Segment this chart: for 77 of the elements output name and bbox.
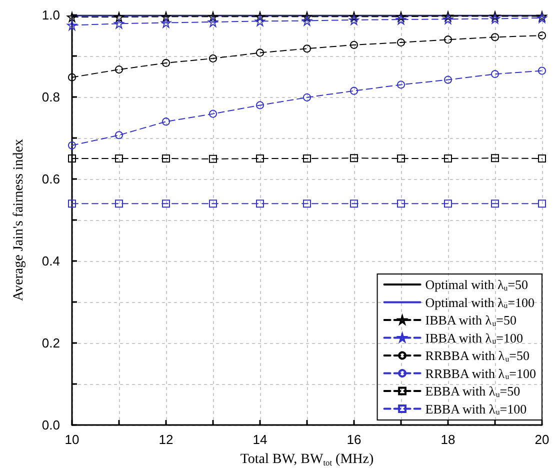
point	[256, 154, 264, 162]
point	[115, 154, 123, 162]
point	[255, 16, 265, 26]
point	[444, 76, 452, 84]
point	[256, 48, 264, 57]
point	[444, 154, 452, 162]
point	[162, 58, 170, 67]
point	[114, 12, 124, 22]
y-tick-label: 1.0	[42, 8, 60, 22]
point	[538, 66, 546, 75]
x-tick-label: 20	[534, 432, 550, 447]
point	[68, 73, 76, 82]
point	[397, 200, 405, 208]
point	[397, 154, 405, 162]
point	[67, 20, 77, 30]
point	[209, 200, 217, 208]
x-tick-label: 12	[158, 432, 174, 447]
point	[491, 33, 499, 42]
x-tick-label: 10	[64, 432, 80, 447]
point	[350, 86, 358, 95]
point	[303, 44, 311, 53]
y-tick-label: 0.2	[42, 336, 60, 350]
y-tick-label: 0.0	[42, 418, 60, 432]
point	[68, 200, 76, 208]
point	[161, 12, 171, 22]
point	[209, 54, 217, 62]
point	[162, 118, 170, 126]
y-axis-title: Average Jain's fairness index	[12, 138, 26, 302]
point	[114, 18, 124, 29]
point	[115, 131, 123, 140]
y-tick-label: 0.8	[42, 90, 60, 104]
point	[443, 11, 453, 22]
point	[115, 66, 123, 74]
point	[303, 154, 311, 162]
point	[208, 12, 218, 22]
point	[302, 12, 312, 22]
point	[67, 12, 77, 22]
point	[68, 141, 76, 150]
point	[256, 200, 264, 208]
point	[255, 12, 265, 22]
point	[538, 200, 546, 208]
point	[162, 200, 170, 208]
y-tick-label: 0.6	[42, 172, 60, 186]
point	[161, 18, 171, 28]
y-tick-label: 0.4	[42, 254, 60, 268]
point	[349, 14, 359, 25]
point	[444, 200, 452, 208]
point	[491, 70, 499, 78]
point	[491, 200, 499, 208]
point	[162, 154, 170, 162]
point	[396, 12, 406, 22]
point	[443, 14, 453, 24]
x-tick-label: 14	[252, 432, 268, 447]
point	[490, 11, 500, 22]
point	[396, 14, 406, 25]
point	[491, 154, 499, 162]
point	[350, 40, 358, 49]
point	[538, 32, 546, 40]
point	[68, 154, 76, 162]
point	[349, 12, 359, 22]
point	[397, 80, 405, 89]
point	[490, 14, 500, 24]
x-tick-label: 16	[346, 432, 362, 447]
point	[208, 16, 218, 27]
point	[303, 200, 311, 208]
point	[209, 110, 217, 118]
point	[444, 36, 452, 44]
point	[302, 16, 312, 26]
point	[538, 154, 546, 162]
point	[350, 154, 358, 162]
point	[350, 200, 358, 208]
point	[209, 154, 217, 163]
point	[115, 200, 123, 208]
x-tick-label: 18	[440, 432, 456, 447]
point	[397, 38, 405, 46]
point	[303, 93, 311, 102]
point	[256, 101, 264, 110]
